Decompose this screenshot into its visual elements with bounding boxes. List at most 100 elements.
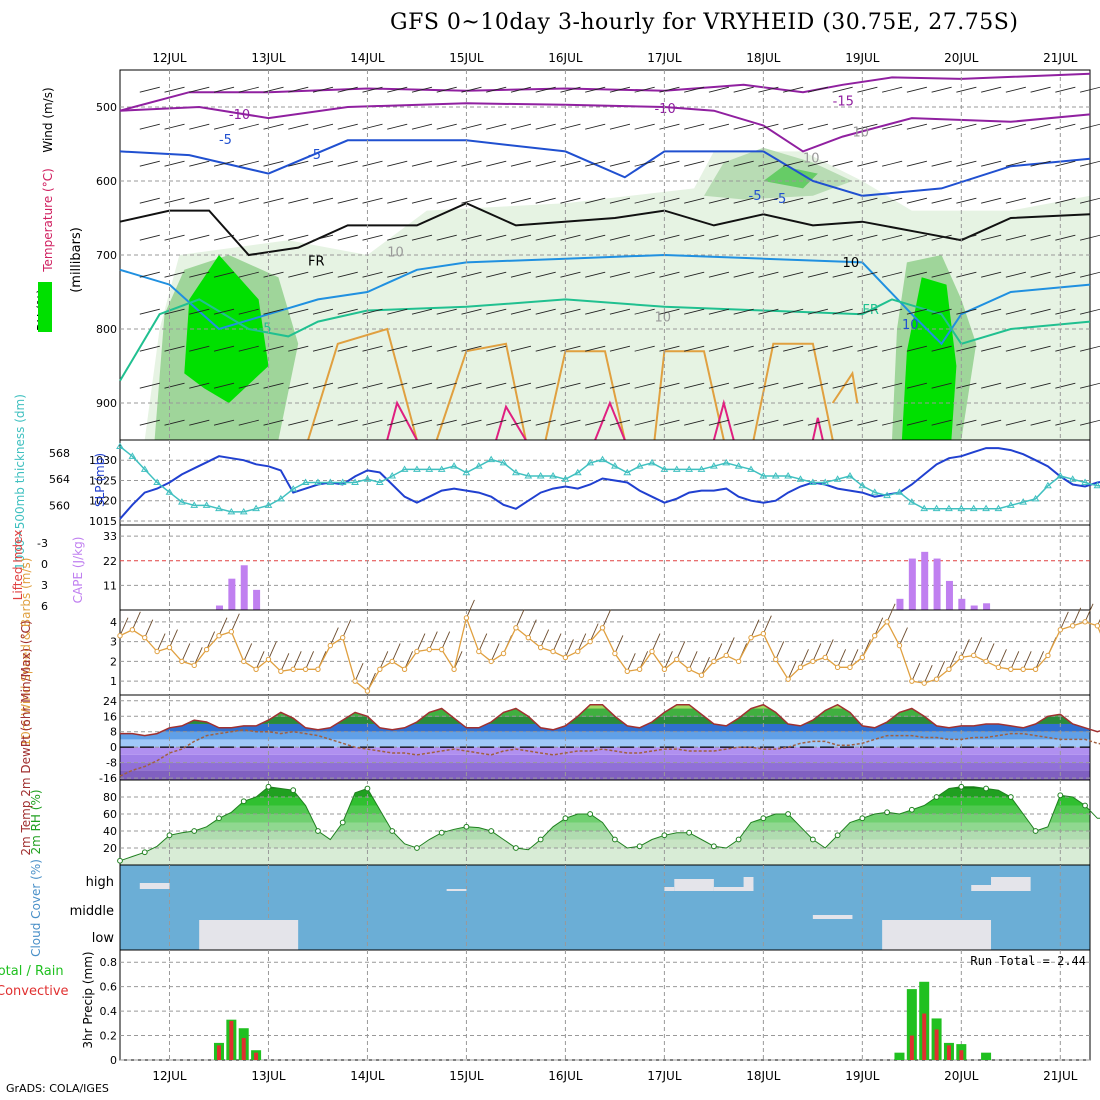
wind-barb-10m xyxy=(577,633,587,652)
wind-barb xyxy=(684,86,705,93)
wind-barb xyxy=(139,308,160,315)
temp-tick: -16 xyxy=(99,772,117,785)
wind-barb xyxy=(634,123,655,130)
wind-point xyxy=(958,654,965,661)
wind-barb xyxy=(708,382,730,389)
wind-barb xyxy=(486,419,507,426)
wind-barb xyxy=(411,86,433,93)
temp-contour-hot xyxy=(495,404,527,441)
wind-barb-10m xyxy=(156,633,166,652)
wind-barb xyxy=(906,308,927,315)
date-label-bottom: 20JUL xyxy=(944,1069,979,1083)
rh-point xyxy=(414,845,420,851)
lifted-index-label: Lifted Index xyxy=(11,530,25,601)
wind-barb xyxy=(906,271,927,278)
wind-point xyxy=(872,632,878,639)
thickness-marker xyxy=(116,442,124,450)
thickness-marker xyxy=(177,498,186,505)
wind-barb xyxy=(486,271,507,278)
rh-point xyxy=(1007,794,1014,800)
wind-barb xyxy=(337,419,358,426)
wind-barb xyxy=(189,308,210,315)
thickness-tick: 560 xyxy=(49,499,70,512)
rh-tick: 60 xyxy=(103,808,117,821)
wind-barb xyxy=(1080,123,1100,130)
wind-barb xyxy=(807,345,829,352)
wind-barb xyxy=(411,419,433,426)
wind-barb xyxy=(783,160,804,167)
wind-barb xyxy=(510,160,532,167)
wind-barb xyxy=(758,345,779,352)
thickness-marker xyxy=(759,471,768,479)
wind-barb xyxy=(857,160,878,167)
wind-point xyxy=(278,668,284,674)
wind-barb xyxy=(931,160,952,167)
rh-point xyxy=(809,836,816,843)
wind-point xyxy=(599,625,606,631)
thickness-marker xyxy=(128,452,137,459)
wind-barb-10m xyxy=(886,603,896,623)
rh-band xyxy=(120,848,1090,865)
precip-total-bar xyxy=(894,1052,905,1060)
wind-barb xyxy=(362,160,383,167)
wind-barb-10m xyxy=(218,617,228,636)
wind-barb xyxy=(436,419,457,426)
wind-barb xyxy=(510,197,532,204)
wind-barb xyxy=(783,197,804,204)
thickness-marker xyxy=(945,504,953,512)
wind-barb xyxy=(1080,234,1100,241)
temp-band xyxy=(120,747,1090,755)
thickness-marker xyxy=(957,504,966,512)
wind-barb xyxy=(906,419,927,426)
wind-barb xyxy=(609,234,631,241)
wind-point xyxy=(1069,623,1076,629)
wind-barb-10m xyxy=(973,637,983,656)
wind-barb xyxy=(1080,160,1100,167)
thickness-marker xyxy=(611,462,619,469)
rh-point xyxy=(240,798,247,805)
wind-barb xyxy=(1080,86,1100,93)
wind-barb xyxy=(807,123,829,130)
wind-barb-10m xyxy=(564,639,574,658)
wind-point xyxy=(698,672,705,678)
wind-point xyxy=(735,658,742,665)
cape-bar xyxy=(908,558,916,610)
wind-barb xyxy=(213,382,235,389)
thickness-marker xyxy=(969,504,978,512)
rh-tick: 80 xyxy=(103,791,117,804)
wind-barb xyxy=(634,197,655,204)
wind-barb xyxy=(189,160,210,167)
wind-barb xyxy=(832,271,853,278)
wind-barb xyxy=(956,382,977,389)
rh-point xyxy=(166,832,173,839)
wind-point xyxy=(1008,666,1014,673)
wind-point xyxy=(463,615,470,621)
rh-point xyxy=(191,828,198,834)
thickness-marker xyxy=(883,491,891,499)
rh-point xyxy=(908,806,915,813)
wind-barb xyxy=(1005,123,1026,130)
wind-barb xyxy=(708,160,730,167)
thickness-marker xyxy=(858,481,867,489)
cape-bar xyxy=(921,551,929,610)
wind-barb xyxy=(436,382,457,389)
wind-point xyxy=(228,629,235,635)
rh-point xyxy=(1032,828,1039,834)
wind-barb xyxy=(585,271,606,278)
wind-point xyxy=(674,656,680,663)
wind-point xyxy=(859,654,866,661)
precip-total-legend: Total / Rain xyxy=(0,964,64,979)
thickness-marker xyxy=(314,478,322,485)
rh-point xyxy=(636,843,643,850)
precip-tick: 0.2 xyxy=(100,1030,118,1043)
wind-barb xyxy=(832,197,853,204)
wind-barb xyxy=(807,234,829,241)
wind-point xyxy=(661,666,668,673)
wind-point xyxy=(834,664,841,671)
wind-barb xyxy=(956,419,977,426)
wind-barb xyxy=(634,271,655,278)
wind-barb xyxy=(461,419,482,426)
thickness-marker xyxy=(215,504,223,512)
thickness-marker xyxy=(462,468,471,476)
wind-barb xyxy=(213,419,235,426)
